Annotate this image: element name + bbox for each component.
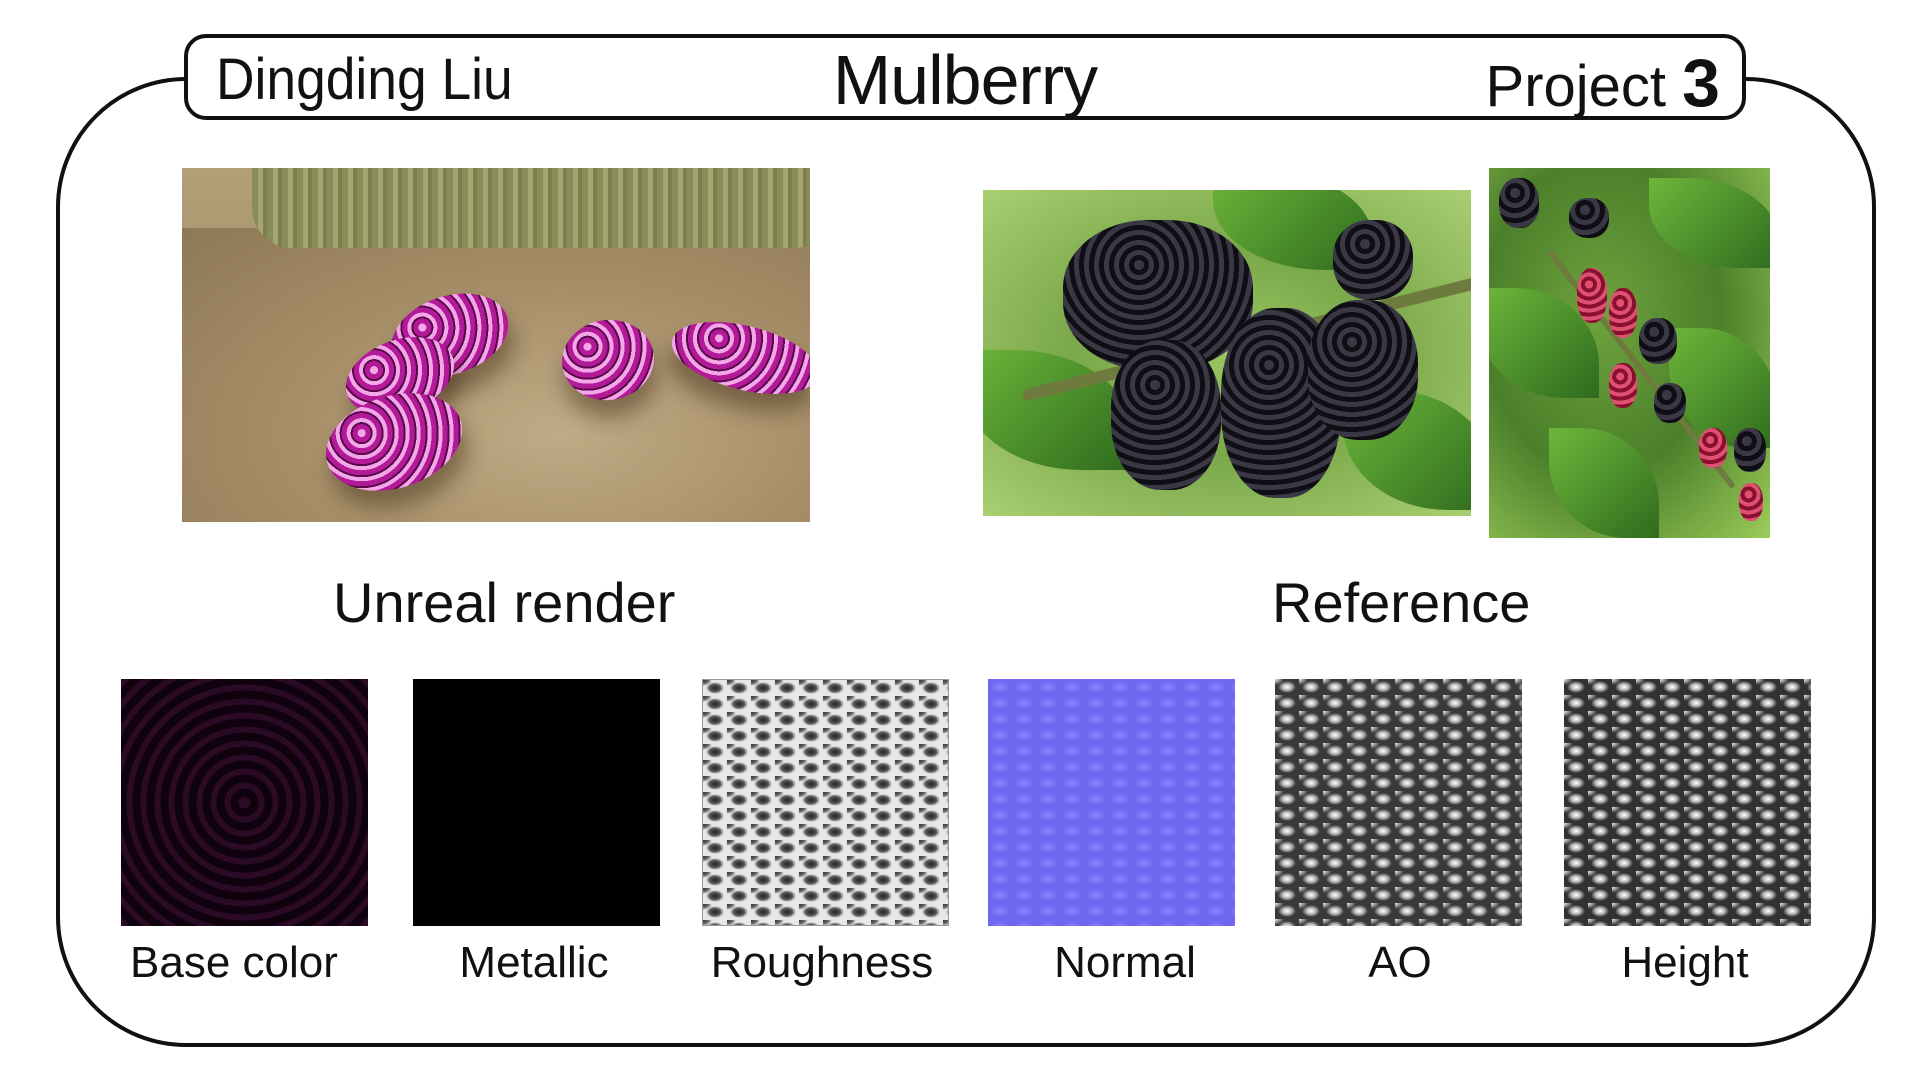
normal-map [988, 679, 1235, 926]
header-bar: Dingding Liu Mulberry Project 3 [184, 34, 1746, 122]
metallic-map [413, 679, 660, 926]
project-number: 3 [1682, 45, 1720, 121]
project-text: Project [1485, 54, 1667, 119]
reference-photo-1 [983, 190, 1471, 516]
render-caption: Unreal render [333, 571, 676, 634]
mulberry-fruit [1569, 198, 1609, 238]
base-color-map [121, 679, 368, 926]
leaf [1549, 428, 1659, 538]
project-label: Project 3 [1486, 44, 1720, 122]
mulberry-fruit [1639, 318, 1677, 364]
mulberry-fruit [1333, 220, 1413, 300]
mulberry-fruit [1739, 483, 1763, 521]
normal-label: Normal [1054, 938, 1196, 987]
render-wall [252, 168, 810, 248]
mulberry-fruit [1654, 383, 1686, 423]
author-name: Dingding Liu [216, 47, 513, 112]
ao-map [1275, 679, 1522, 926]
reference-caption: Reference [1272, 571, 1531, 634]
mulberry-fruit [1499, 178, 1539, 228]
mulberry-fruit [1609, 288, 1637, 338]
mulberry-fruit [1734, 428, 1766, 472]
roughness-label: Roughness [710, 938, 934, 987]
mulberry-fruit [1577, 268, 1607, 323]
reference-photo-2 [1489, 168, 1770, 538]
unreal-render-image [182, 168, 810, 522]
roughness-map [702, 679, 949, 926]
mulberry-fruit [1111, 340, 1221, 490]
mulberry-fruit [1699, 428, 1727, 468]
metallic-label: Metallic [459, 938, 609, 987]
ao-label: AO [1368, 938, 1432, 987]
mulberry-fruit [1609, 363, 1637, 408]
mulberry-fruit [1308, 300, 1418, 440]
base-color-label: Base color [130, 938, 338, 987]
leaf [1649, 178, 1770, 268]
height-label: Height [1621, 938, 1749, 987]
page-title: Mulberry [832, 41, 1098, 119]
height-map [1564, 679, 1811, 926]
